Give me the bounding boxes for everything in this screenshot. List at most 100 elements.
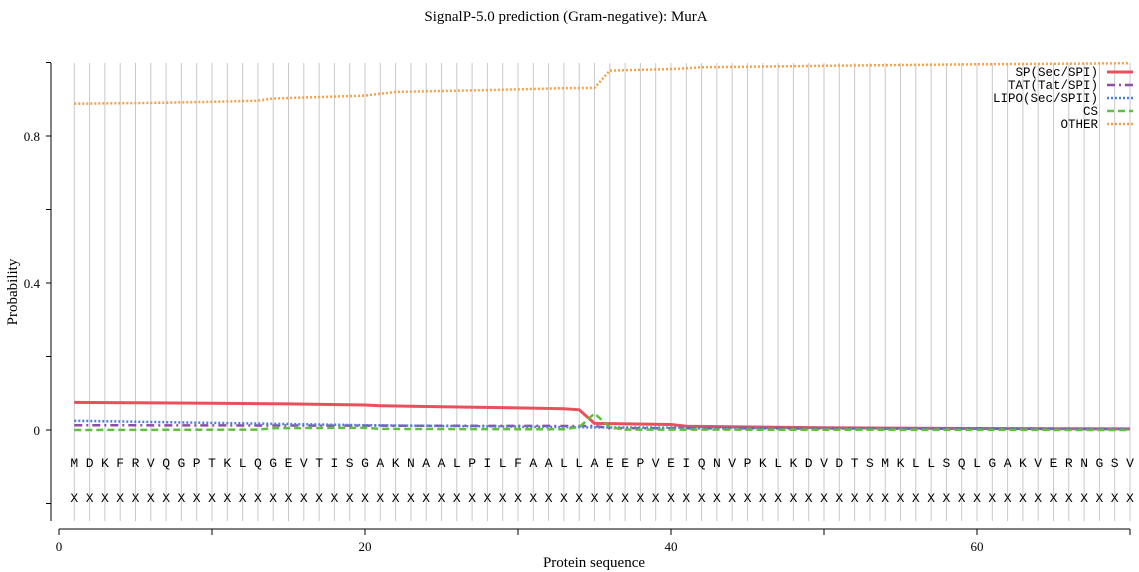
region-marker: X (789, 491, 797, 506)
sequence-residue: G (988, 456, 996, 471)
sequence-residue: D (835, 456, 843, 471)
sequence-residue: S (1111, 456, 1119, 471)
series-lines (74, 61, 1131, 432)
sequence-residue: G (269, 456, 277, 471)
sequence-residue: V (300, 456, 308, 471)
region-marker: X (835, 491, 843, 506)
sequence-residue: L (560, 456, 568, 471)
sequence-residue: K (1019, 456, 1027, 471)
y-tick-label: 0.4 (24, 276, 41, 291)
legend-label: LIPO(Sec/SPII) (993, 92, 1098, 106)
region-marker: X (759, 491, 767, 506)
sequence-residue: A (422, 456, 430, 471)
sequence-residue: F (514, 456, 522, 471)
region-marker: X (851, 491, 859, 506)
region-marker: X (116, 491, 124, 506)
sequence-residue: L (499, 456, 507, 471)
region-marker: X (376, 491, 384, 506)
sequence-residue: V (1034, 456, 1042, 471)
sequence-residue: A (591, 456, 599, 471)
region-marker: X (132, 491, 140, 506)
region-marker: X (958, 491, 966, 506)
region-marker: X (606, 491, 614, 506)
sequence-residue: I (682, 456, 690, 471)
sequence-residue: L (575, 456, 583, 471)
x-tick-label: 0 (56, 539, 63, 554)
sequence-residue: M (70, 456, 78, 471)
region-marker: X (1019, 491, 1027, 506)
sequence-residue: K (789, 456, 797, 471)
region-marker: X (667, 491, 675, 506)
region-marker: X (438, 491, 446, 506)
region-marker: X (254, 491, 262, 506)
sequence-residue: T (315, 456, 323, 471)
region-marker: X (1050, 491, 1058, 506)
region-marker: X (422, 491, 430, 506)
region-marker: X (744, 491, 752, 506)
region-marker: X (560, 491, 568, 506)
x-axis: 0 20 40 60 (56, 528, 1131, 554)
region-marker: X (514, 491, 522, 506)
sequence-residue: I (483, 456, 491, 471)
x-axis-label: Protein sequence (543, 555, 645, 571)
region-marker: X (820, 491, 828, 506)
region-marker: X (1004, 491, 1012, 506)
sequence-residue: A (1004, 456, 1012, 471)
region-marker: X (988, 491, 996, 506)
region-marker: X (545, 491, 553, 506)
region-marker: X (330, 491, 338, 506)
legend-label: TAT(Tat/SPI) (1008, 79, 1098, 93)
sequence-residue: P (193, 456, 201, 471)
region-marker: X (866, 491, 874, 506)
sequence-residue: V (820, 456, 828, 471)
chart-title: SignalP-5.0 prediction (Gram-negative): … (424, 9, 707, 25)
sequence-residue: Q (162, 456, 170, 471)
sequence-residue: N (713, 456, 721, 471)
region-marker: X (1095, 491, 1103, 506)
x-tick-label: 40 (665, 539, 678, 554)
sequence-residue: K (897, 456, 905, 471)
region-marker: X (1111, 491, 1119, 506)
region-marker: X (942, 491, 950, 506)
sequence-residue: P (468, 456, 476, 471)
region-marker: X (1126, 491, 1134, 506)
sequence-residue: T (208, 456, 216, 471)
sequence-residue: P (744, 456, 752, 471)
sequence-residue: L (927, 456, 935, 471)
region-marker: X (1034, 491, 1042, 506)
region-marker: X (239, 491, 247, 506)
region-marker: X (912, 491, 920, 506)
series-line-other (74, 61, 1131, 105)
sequence-residue: I (330, 456, 338, 471)
region-marker: X (208, 491, 216, 506)
sequence-residue: L (774, 456, 782, 471)
region-marker: X (1080, 491, 1088, 506)
region-marker: X (223, 491, 231, 506)
region-marker: X (101, 491, 109, 506)
sequence-residue: L (912, 456, 920, 471)
sequence-residue: V (1126, 456, 1134, 471)
region-marker: X (774, 491, 782, 506)
residue-grid (73, 63, 1131, 521)
y-tick-label: 0.8 (24, 129, 40, 144)
region-marker: X (1065, 491, 1073, 506)
sequence-residue: L (239, 456, 247, 471)
sequence-residue: A (545, 456, 553, 471)
region-marker: X (897, 491, 905, 506)
sequence-residue: N (407, 456, 415, 471)
region-marker: X (575, 491, 583, 506)
sequence-residue: E (285, 456, 293, 471)
region-marker: X (193, 491, 201, 506)
sequence-residue: P (636, 456, 644, 471)
sequence-residue: A (376, 456, 384, 471)
region-marker: X (285, 491, 293, 506)
legend-label: OTHER (1060, 118, 1098, 132)
sequence-residue: M (881, 456, 889, 471)
region-marker: X (621, 491, 629, 506)
region-marker: X (652, 491, 660, 506)
sequence-residue: Q (958, 456, 966, 471)
x-tick-label: 60 (971, 539, 984, 554)
